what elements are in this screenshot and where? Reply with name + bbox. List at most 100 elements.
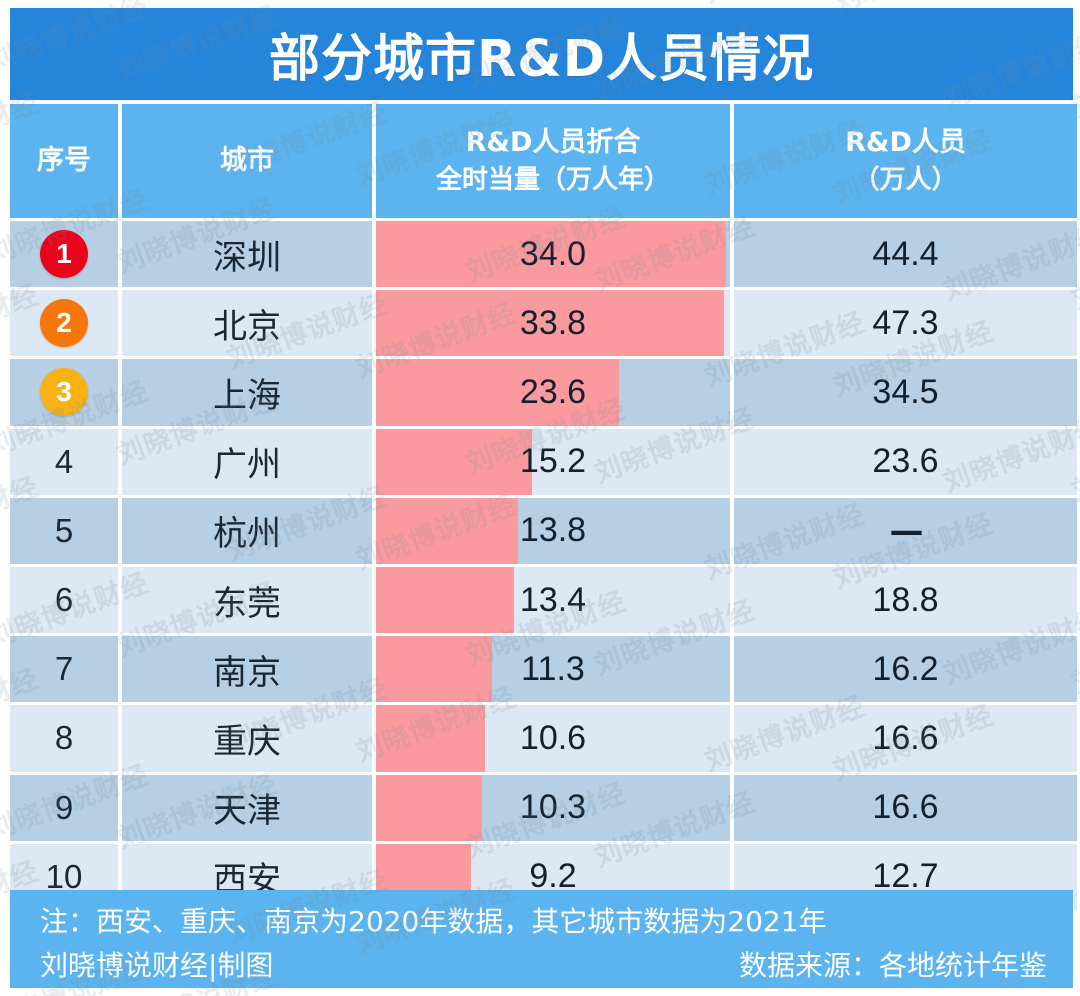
no-data-dash: —	[889, 510, 924, 551]
cell-people: 18.8	[734, 566, 1077, 634]
table-row[interactable]: 8 重庆 10.6 16.6	[10, 705, 1077, 772]
cell-fte-bar: 10.3	[376, 774, 730, 841]
footer-credit: 刘晓博说财经|制图	[40, 949, 274, 982]
cell-city: 杭州	[122, 497, 372, 564]
header-fte-line1: R&D人员折合	[465, 126, 641, 158]
value-bar	[376, 705, 486, 772]
people-value: 23.6	[872, 442, 939, 481]
city-name: 杭州	[213, 514, 281, 555]
cell-fte-bar: 11.3	[376, 636, 730, 703]
fte-value: 11.3	[521, 649, 585, 688]
fte-value: 10.6	[519, 718, 587, 757]
people-value: 18.8	[872, 580, 939, 619]
cell-city: 重庆	[122, 705, 372, 772]
header-people: R&D人员 （万人）	[734, 104, 1077, 218]
city-name: 北京	[213, 306, 281, 347]
cell-people: —	[734, 497, 1077, 564]
people-value: 16.6	[872, 718, 939, 757]
cell-city: 北京	[122, 290, 372, 357]
value-bar	[376, 566, 514, 634]
rank-number: 8	[54, 719, 74, 757]
cell-fte-bar: 33.8	[376, 290, 730, 357]
header-fte-line2: 全时当量（万人年）	[435, 164, 670, 195]
rank-badge-icon: 1	[40, 230, 88, 279]
fte-value: 33.8	[519, 303, 587, 342]
header-rank-label: 序号	[37, 145, 91, 177]
footer-note: 注：西安、重庆、南京为2020年数据，其它城市数据为2021年	[40, 905, 827, 938]
fte-value: 13.8	[519, 511, 587, 550]
cell-city: 天津	[122, 774, 372, 841]
cell-rank: 6	[10, 566, 118, 634]
cell-people: 47.3	[734, 290, 1077, 357]
cell-city: 东莞	[122, 566, 372, 634]
cell-rank: 3	[10, 359, 118, 426]
value-bar	[376, 359, 619, 426]
value-bar	[376, 290, 724, 357]
fte-value: 34.0	[519, 234, 587, 273]
table-row[interactable]: 3 上海 23.6 34.5	[10, 359, 1077, 426]
page-title: 部分城市R&D人员情况	[268, 30, 815, 89]
cell-rank: 4	[10, 428, 118, 495]
city-name: 广州	[213, 445, 281, 486]
cell-city: 南京	[122, 636, 372, 703]
footer-bar: 注：西安、重庆、南京为2020年数据，其它城市数据为2021年 刘晓博说财经|制…	[10, 890, 1073, 988]
table-row[interactable]: 5 杭州 13.8 —	[10, 497, 1077, 564]
value-bar	[376, 774, 483, 841]
cell-fte-bar: 23.6	[376, 359, 730, 426]
people-value: 44.4	[872, 234, 939, 273]
fte-value: 15.2	[519, 442, 587, 481]
fte-value: 23.6	[519, 372, 587, 411]
people-value: 16.2	[872, 649, 939, 688]
cell-rank: 2	[10, 290, 118, 357]
header-people-line2: （万人）	[853, 164, 958, 195]
table-row[interactable]: 9 天津 10.3 16.6	[10, 774, 1077, 841]
cell-fte-bar: 15.2	[376, 428, 730, 495]
table-row[interactable]: 4 广州 15.2 23.6	[10, 428, 1077, 495]
table-row[interactable]: 7 南京 11.3 16.2	[10, 636, 1077, 703]
rank-number: 9	[54, 788, 74, 826]
value-bar	[376, 428, 533, 495]
cell-people: 16.2	[734, 636, 1077, 703]
cell-fte-bar: 10.6	[376, 705, 730, 772]
city-name: 深圳	[213, 237, 281, 278]
table-row[interactable]: 1 深圳 34.0 44.4	[10, 221, 1077, 288]
table-row[interactable]: 6 东莞 13.4 18.8	[10, 566, 1077, 634]
header-rank: 序号	[10, 104, 118, 218]
header-fte: R&D人员折合 全时当量（万人年）	[376, 104, 730, 218]
cell-rank: 9	[10, 774, 118, 841]
value-bar	[376, 497, 519, 564]
city-name: 重庆	[213, 721, 281, 762]
cell-people: 23.6	[734, 428, 1077, 495]
rank-number: 5	[54, 511, 74, 549]
cell-fte-bar: 13.4	[376, 566, 730, 634]
rank-number: 10	[45, 857, 83, 895]
city-name: 上海	[213, 375, 281, 416]
fte-value: 13.4	[519, 580, 587, 619]
cell-rank: 8	[10, 705, 118, 772]
cell-rank: 1	[10, 221, 118, 288]
data-table: 序号 城市 R&D人员折合 全时当量（万人年） R&D人员 （万人） 1 深圳 34…	[10, 104, 1077, 910]
cell-people: 16.6	[734, 705, 1077, 772]
chart-title-bar: 部分城市R&D人员情况	[10, 8, 1073, 100]
rank-number: 7	[54, 650, 74, 688]
header-city-label: 城市	[220, 145, 274, 177]
fte-value: 9.2	[529, 857, 577, 896]
fte-value: 10.3	[519, 788, 587, 827]
city-name: 天津	[213, 791, 281, 832]
cell-city: 深圳	[122, 221, 372, 288]
rank-number: 4	[54, 442, 74, 480]
cell-city: 上海	[122, 359, 372, 426]
header-people-line1: R&D人员	[845, 126, 966, 158]
table-body: 1 深圳 34.0 44.4 2 北京 33.8 47.3 3 上海 23.6 34.5 4 广州 15.2…	[10, 221, 1077, 910]
cell-people: 34.5	[734, 359, 1077, 426]
value-bar	[376, 636, 493, 703]
cell-rank: 5	[10, 497, 118, 564]
cell-rank: 7	[10, 636, 118, 703]
cell-fte-bar: 13.8	[376, 497, 730, 564]
footer-source: 数据来源：各地统计年鉴	[738, 949, 1047, 982]
people-value: 34.5	[872, 372, 939, 411]
cell-fte-bar: 34.0	[376, 221, 730, 288]
people-value: 12.7	[872, 857, 939, 896]
table-row[interactable]: 2 北京 33.8 47.3	[10, 290, 1077, 357]
